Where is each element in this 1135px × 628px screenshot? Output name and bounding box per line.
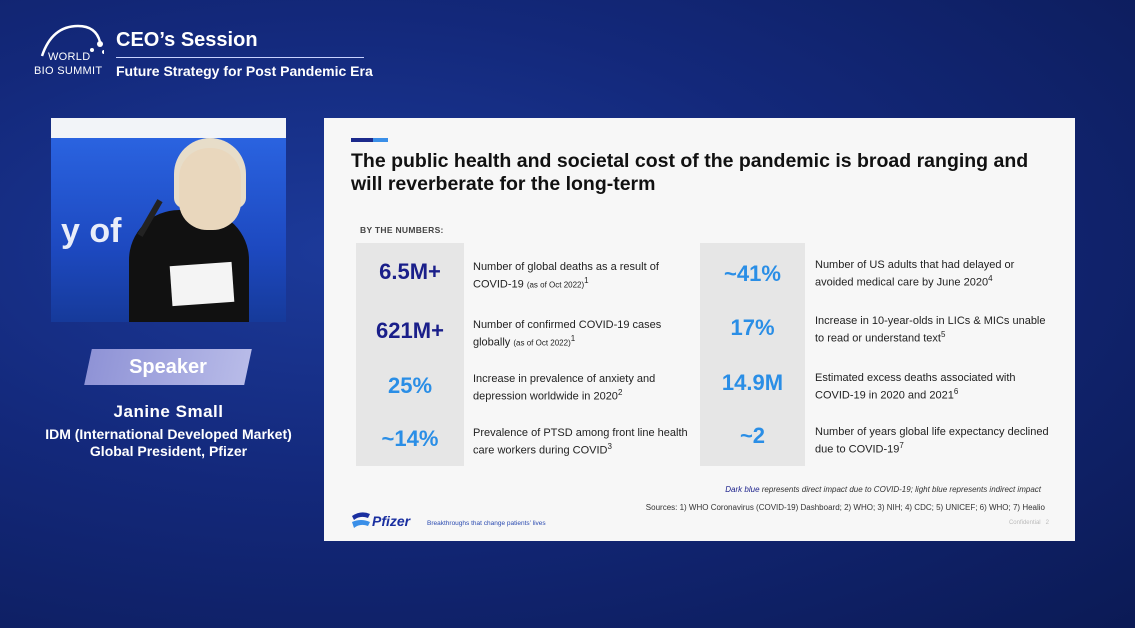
stat-desc-text: Number of confirmed COVID-19 cases globa… xyxy=(473,319,662,349)
speaker-badge-label: Speaker xyxy=(129,356,207,378)
stat-desc-text: Increase in 10-year-olds in LICs & MICs … xyxy=(815,315,1046,345)
stat-description: Number of confirmed COVID-19 cases globa… xyxy=(473,319,698,350)
speaker-name: Janine Small xyxy=(113,402,224,421)
logo-line-2: BIO SUMMIT xyxy=(34,65,103,77)
presentation-slide: The public health and societal cost of t… xyxy=(324,118,1075,541)
stat-description: Prevalence of PTSD among front line heal… xyxy=(473,427,698,458)
stat-footnote: 1 xyxy=(584,276,589,285)
pfizer-mark-icon xyxy=(352,512,370,528)
backdrop-text: y of xyxy=(61,212,122,250)
legend-dark-label: Dark blue xyxy=(725,485,760,494)
sources-line: Sources: 1) WHO Coronavirus (COVID-19) D… xyxy=(645,503,1045,512)
stat-desc-text: Prevalence of PTSD among front line heal… xyxy=(473,427,688,457)
stat-footnote: 6 xyxy=(953,387,959,396)
speaker-role-line-1: IDM (International Developed Market) xyxy=(45,426,292,442)
legend-rest-text: represents direct impact due to COVID-19… xyxy=(759,485,1041,494)
speaker-video-feed: y of xyxy=(51,118,286,322)
stat-desc-note: (as of Oct 2022) xyxy=(513,338,571,348)
stat-description: Number of global deaths as a result of C… xyxy=(473,261,698,292)
right-stat-column xyxy=(700,243,805,466)
stat-footnote: 3 xyxy=(607,442,612,451)
session-subtitle: Future Strategy for Post Pandemic Era xyxy=(116,63,373,79)
stat-value: 621M+ xyxy=(376,318,444,343)
speaker-role-line-2: Global President, Pfizer xyxy=(89,443,248,459)
stat-value: 17% xyxy=(730,315,775,340)
section-label: BY THE NUMBERS: xyxy=(360,225,444,235)
slide-title: The public health and societal cost of t… xyxy=(351,150,1029,195)
speaker-figure-head xyxy=(179,148,241,230)
stat-footnote: 1 xyxy=(570,334,576,343)
confidential-label: Confidential xyxy=(1008,520,1041,526)
session-divider xyxy=(116,57,364,58)
left-stat-column xyxy=(356,243,464,466)
stat-description: Number of years global life expectancy d… xyxy=(815,426,1050,457)
stat-desc-text: Number of years global life expectancy d… xyxy=(815,426,1049,456)
stat-desc-text: Number of US adults that had delayed or … xyxy=(815,259,1015,289)
slide-page-number: 2 xyxy=(1045,520,1049,526)
session-title: CEO’s Session xyxy=(116,29,258,51)
stat-value: ~14% xyxy=(381,426,439,451)
stat-value: ~2 xyxy=(739,423,766,448)
stat-description: Increase in prevalence of anxiety and de… xyxy=(473,373,698,404)
paper-notes xyxy=(169,261,235,307)
stat-footnote: 5 xyxy=(940,330,946,339)
stat-desc-text: Number of global deaths as a result of C… xyxy=(473,261,659,291)
logo-line-1: WORLD xyxy=(48,51,91,63)
slide-footer-confidential: Confidential 2 xyxy=(1009,520,1049,526)
stat-description: Estimated excess deaths associated with … xyxy=(815,372,1050,403)
legend-note: Dark blue represents direct impact due t… xyxy=(725,485,1041,494)
video-top-band xyxy=(51,118,286,138)
stat-description: Number of US adults that had delayed or … xyxy=(815,259,1050,290)
stat-footnote: 4 xyxy=(988,274,993,283)
pfizer-wordmark: Pfizer xyxy=(372,513,411,529)
stat-value: 6.5M+ xyxy=(379,259,441,284)
stat-desc-text: Increase in prevalence of anxiety and de… xyxy=(473,373,656,403)
stat-desc-text: Estimated excess deaths associated with … xyxy=(815,372,1016,402)
stat-desc-note: (as of Oct 2022) xyxy=(526,280,585,290)
stat-value: 25% xyxy=(387,373,433,398)
logo-arc-icon xyxy=(40,24,104,57)
stat-value: ~41% xyxy=(724,261,781,286)
world-bio-summit-logo: WORLD BIO SUMMIT xyxy=(34,22,114,82)
stat-footnote: 7 xyxy=(899,441,904,450)
pfizer-logo: Pfizer xyxy=(350,510,410,532)
stat-value: 14.9M xyxy=(721,370,784,395)
pfizer-tagline: Breakthroughs that change patients’ live… xyxy=(427,520,546,527)
slide-accent-bar xyxy=(351,138,388,142)
stat-description: Increase in 10-year-olds in LICs & MICs … xyxy=(815,315,1050,346)
stat-footnote: 2 xyxy=(617,388,623,397)
